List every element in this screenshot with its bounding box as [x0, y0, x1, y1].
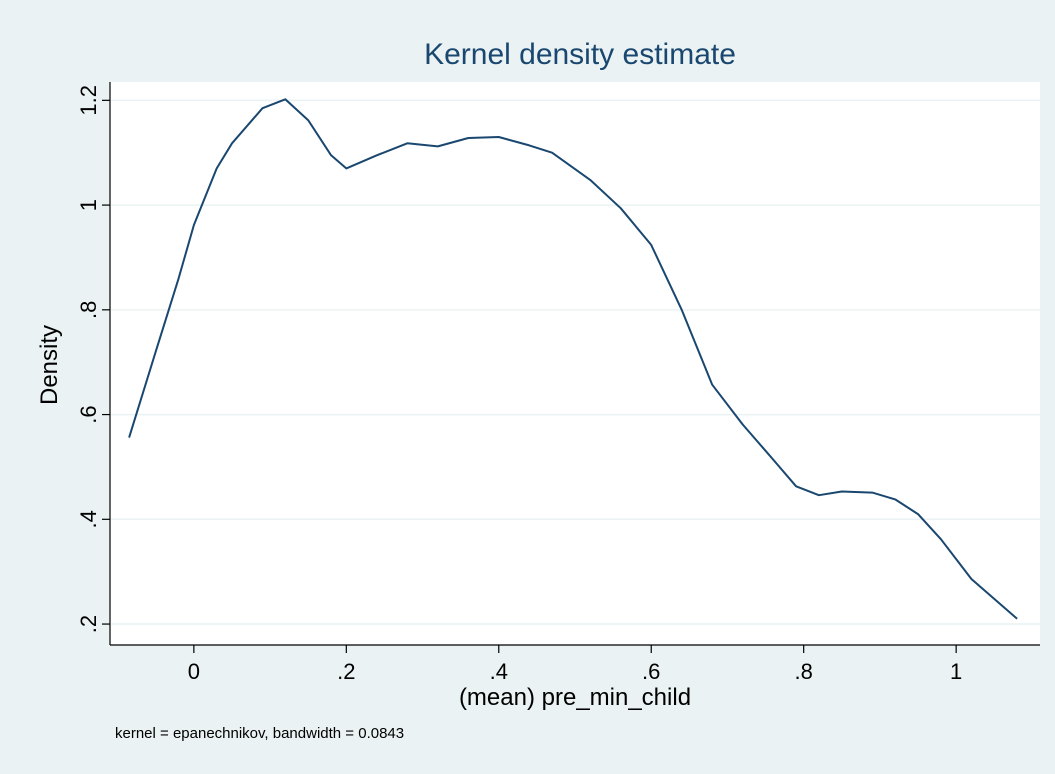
- plot-area: [110, 82, 1040, 645]
- y-tick-label: .4: [76, 510, 101, 528]
- x-tick-label: .6: [642, 659, 660, 684]
- x-tick-label: 1: [950, 659, 962, 684]
- x-tick-label: .4: [490, 659, 508, 684]
- x-axis-label: (mean) pre_min_child: [459, 684, 691, 711]
- y-axis-label: Density: [36, 325, 63, 405]
- x-tick-label: 0: [188, 659, 200, 684]
- x-tick-label: .2: [337, 659, 355, 684]
- y-tick-label: .2: [76, 615, 101, 633]
- y-tick-label: .6: [76, 405, 101, 423]
- chart-title: Kernel density estimate: [424, 38, 736, 71]
- y-tick-label: .8: [76, 301, 101, 319]
- note: kernel = epanechnikov, bandwidth = 0.084…: [115, 725, 404, 742]
- x-tick-label: .8: [795, 659, 813, 684]
- y-tick-label: 1.2: [76, 85, 101, 116]
- density-line: [128, 98, 1018, 620]
- y-tick-label: 1: [76, 199, 101, 211]
